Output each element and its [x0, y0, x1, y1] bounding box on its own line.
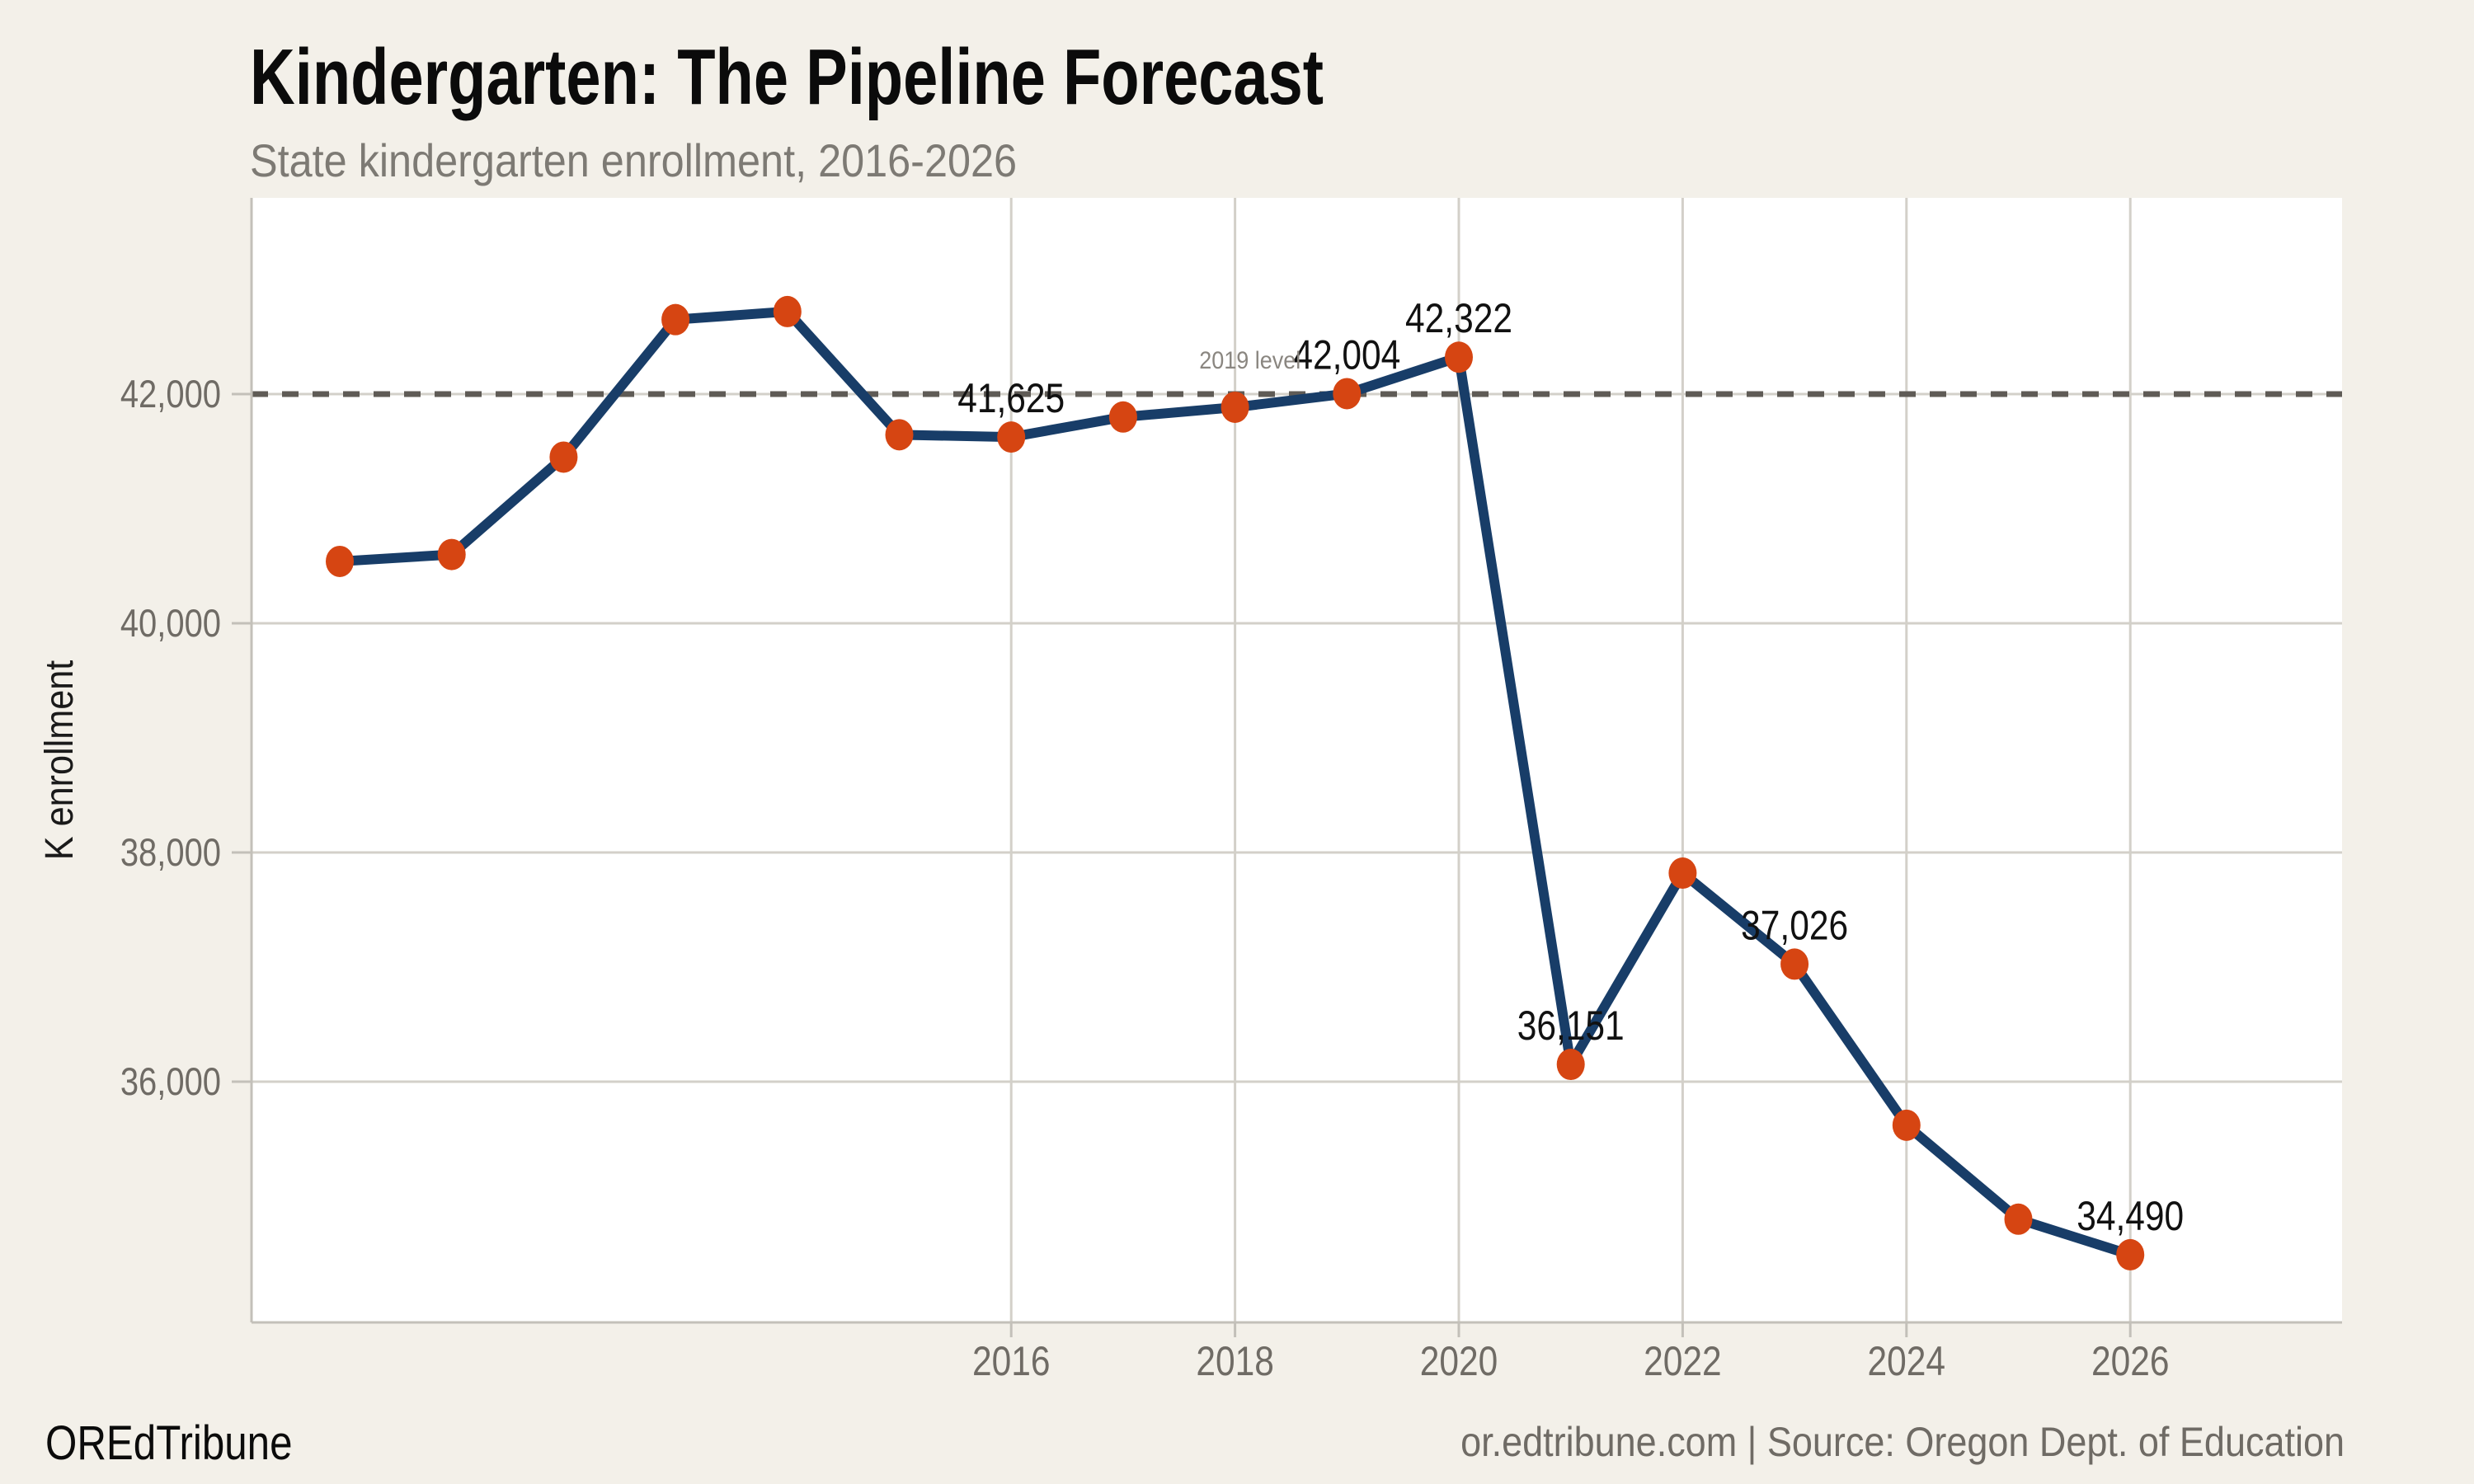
reference-line-annotation: 2019 level — [1199, 347, 1300, 375]
plot-area — [252, 198, 2342, 1322]
data-point-2016 — [997, 421, 1026, 453]
data-label-2020: 42,322 — [1405, 295, 1512, 341]
x-tick-label: 2018 — [1196, 1338, 1274, 1384]
chart-subtitle: State kindergarten enrollment, 2016-2026 — [250, 136, 1017, 187]
data-point-2011 — [437, 538, 466, 571]
y-tick-label: 36,000 — [120, 1061, 221, 1104]
data-point-2019 — [1333, 378, 1362, 410]
chart-title: Kindergarten: The Pipeline Forecast — [250, 34, 1324, 122]
data-point-2025 — [2004, 1203, 2033, 1235]
x-tick-label: 2020 — [1420, 1338, 1498, 1384]
data-point-2013 — [661, 303, 690, 336]
data-point-2020 — [1445, 341, 1473, 373]
x-tick-label: 2016 — [972, 1338, 1051, 1384]
data-label-2021: 36,151 — [1517, 1003, 1625, 1049]
data-point-2017 — [1108, 401, 1137, 433]
data-point-2018 — [1221, 391, 1249, 423]
data-point-2026 — [2116, 1238, 2145, 1270]
x-tick-label: 2024 — [1868, 1338, 1946, 1384]
y-axis-title: K enrollment — [37, 660, 82, 860]
data-point-2014 — [773, 295, 802, 327]
y-tick-label: 40,000 — [120, 603, 221, 646]
axis-layer: 36,000 38,000 40,000 42,000 2016 2018 2020 2022… — [120, 198, 2342, 1384]
footer-source: or.edtribune.com | Source: Oregon Dept. … — [1460, 1420, 2345, 1466]
data-point-2023 — [1780, 948, 1809, 980]
data-label-2023: 37,026 — [1741, 902, 1848, 948]
data-point-2012 — [549, 441, 578, 473]
data-point-2024 — [1892, 1109, 1921, 1141]
data-point-2010 — [326, 545, 354, 577]
data-label-2016: 41,625 — [957, 375, 1065, 421]
data-label-2019: 42,004 — [1293, 331, 1400, 378]
x-tick-label: 2026 — [2091, 1338, 2170, 1384]
x-tick-label: 2022 — [1644, 1338, 1722, 1384]
data-label-2026: 34,490 — [2077, 1193, 2184, 1239]
data-point-2021 — [1556, 1049, 1585, 1081]
data-point-2022 — [1668, 857, 1697, 890]
data-point-2015 — [885, 419, 914, 451]
series-layer — [326, 295, 2145, 1270]
footer-brand: OREdTribune — [45, 1416, 293, 1470]
grid-layer — [252, 198, 2342, 1322]
y-tick-label: 42,000 — [120, 373, 221, 416]
y-tick-label: 38,000 — [120, 832, 221, 875]
